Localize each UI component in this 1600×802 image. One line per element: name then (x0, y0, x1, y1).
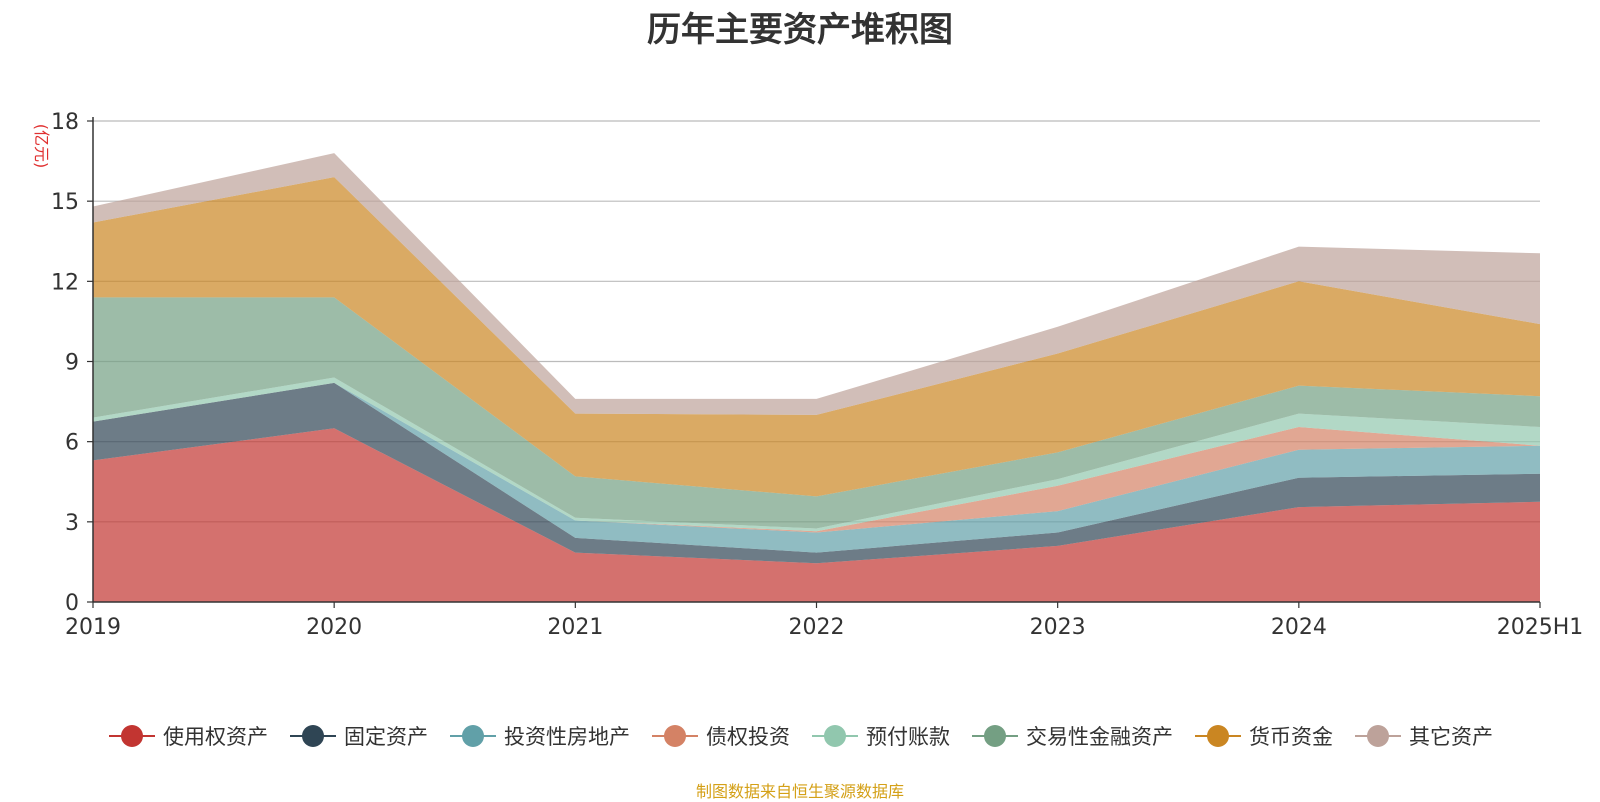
x-tick-label: 2019 (65, 615, 121, 640)
y-tick-label: 3 (65, 511, 79, 536)
legend-label: 债权投资 (706, 725, 790, 749)
legend-label: 货币资金 (1249, 725, 1333, 749)
x-tick-label: 2020 (306, 615, 362, 640)
y-tick-label: 0 (65, 591, 79, 616)
area-series-4 (93, 382, 1540, 533)
legend-label: 固定资产 (344, 725, 428, 749)
legend-symbol-icon (1195, 725, 1241, 747)
stacked-area-chart: 0 3 6 9 12 15 18 2019 2020 2021 2022 2023 2024 2025H1… (32, 110, 1583, 640)
legend-symbol-icon (972, 725, 1018, 747)
source-note: 制图数据来自恒生聚源数据库 (695, 782, 904, 801)
legend-symbol-icon (290, 725, 336, 747)
area-series-7 (93, 177, 1540, 497)
y-tick-label: 9 (65, 351, 79, 376)
axes (87, 117, 1541, 608)
legend-item[interactable]: 债权投资 (650, 721, 790, 751)
y-tick-label: 18 (51, 110, 79, 135)
x-tick-label: 2025H1 (1497, 615, 1584, 640)
area-series-3 (93, 382, 1540, 553)
axis-labels: 0 3 6 9 12 15 18 2019 2020 2021 2022 2023 2024 2025H1… (32, 110, 1583, 640)
legend-item[interactable]: 货币资金 (1193, 721, 1333, 751)
y-tick-label: 15 (51, 190, 79, 215)
legend-item[interactable]: 固定资产 (288, 721, 428, 751)
legend-symbol-icon (450, 725, 496, 747)
y-tick-label: 12 (51, 270, 79, 295)
area-series-2 (93, 382, 1540, 564)
area-series-1 (93, 428, 1540, 602)
area-layer (93, 153, 1540, 602)
legend-symbol-icon (109, 725, 155, 747)
chart-title: 历年主要资产堆积图 (647, 10, 953, 50)
legend-label: 其它资产 (1409, 725, 1493, 749)
legend-symbol-icon (1355, 725, 1401, 747)
legend: 使用权资产 固定资产 投资性房地产 债权投资 预付账款 交易性金融资产 货币资金 其它资产 (0, 718, 1600, 754)
legend-item[interactable]: 使用权资产 (107, 721, 268, 751)
y-tick-label: 6 (65, 431, 79, 456)
x-tick-label: 2023 (1030, 615, 1086, 640)
x-tick-label: 2022 (789, 615, 845, 640)
legend-symbol-icon (652, 725, 698, 747)
legend-symbol-icon (812, 725, 858, 747)
legend-label: 预付账款 (866, 725, 950, 749)
legend-label: 使用权资产 (163, 725, 268, 749)
area-series-8 (93, 153, 1540, 415)
legend-item[interactable]: 其它资产 (1353, 721, 1493, 751)
area-series-6 (93, 297, 1540, 529)
x-tick-label: 2024 (1271, 615, 1327, 640)
legend-item[interactable]: 交易性金融资产 (970, 721, 1173, 751)
legend-label: 投资性房地产 (504, 725, 630, 749)
legend-label: 交易性金融资产 (1026, 725, 1173, 749)
y-axis-label: (亿元) (32, 124, 51, 169)
legend-item[interactable]: 预付账款 (810, 721, 950, 751)
legend-item[interactable]: 投资性房地产 (448, 721, 630, 751)
x-tick-label: 2021 (547, 615, 603, 640)
